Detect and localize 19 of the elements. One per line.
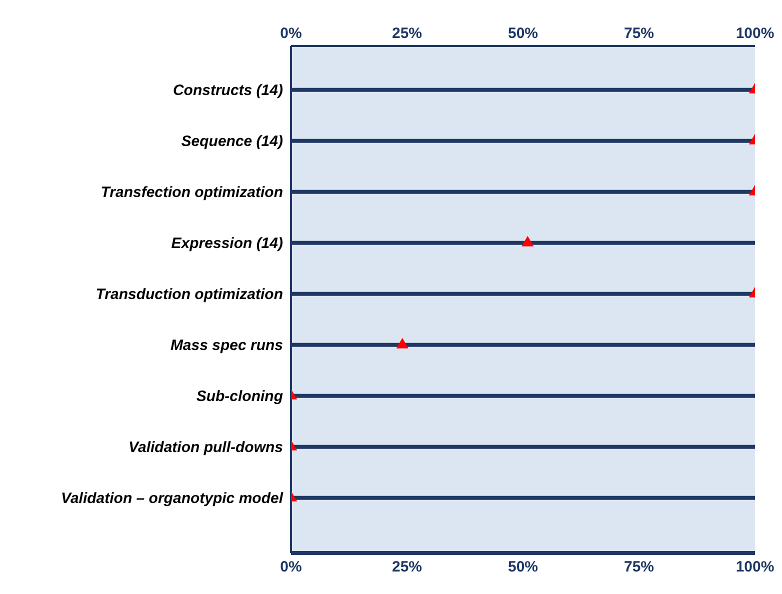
x2-tick-label: 75% bbox=[624, 558, 654, 576]
x2-tick-label: 100% bbox=[736, 558, 774, 576]
y-tick-label: Transduction optimization bbox=[96, 286, 283, 304]
x-tick-label: 25% bbox=[392, 25, 422, 42]
y-tick-label: Sub-cloning bbox=[196, 388, 283, 406]
x2-tick-label: 25% bbox=[392, 558, 422, 576]
x2-tick-label: 0% bbox=[280, 558, 302, 576]
y-tick-label: Mass spec runs bbox=[170, 337, 283, 354]
x-tick-label: 0% bbox=[280, 25, 302, 42]
y-tick-label: Validation – organotypic model bbox=[61, 490, 284, 508]
y-tick-label: Expression (14) bbox=[171, 235, 283, 252]
y-tick-label: Transfection optimization bbox=[100, 184, 283, 202]
x-tick-label: 50% bbox=[508, 25, 538, 42]
x2-tick-label: 50% bbox=[508, 558, 538, 576]
y-tick-label: Constructs (14) bbox=[172, 82, 283, 100]
x-tick-label: 75% bbox=[624, 25, 654, 42]
x-tick-label: 100% bbox=[736, 25, 774, 42]
y-tick-label: Sequence (14) bbox=[181, 133, 283, 150]
y-tick-label: Validation pull-downs bbox=[128, 439, 283, 456]
